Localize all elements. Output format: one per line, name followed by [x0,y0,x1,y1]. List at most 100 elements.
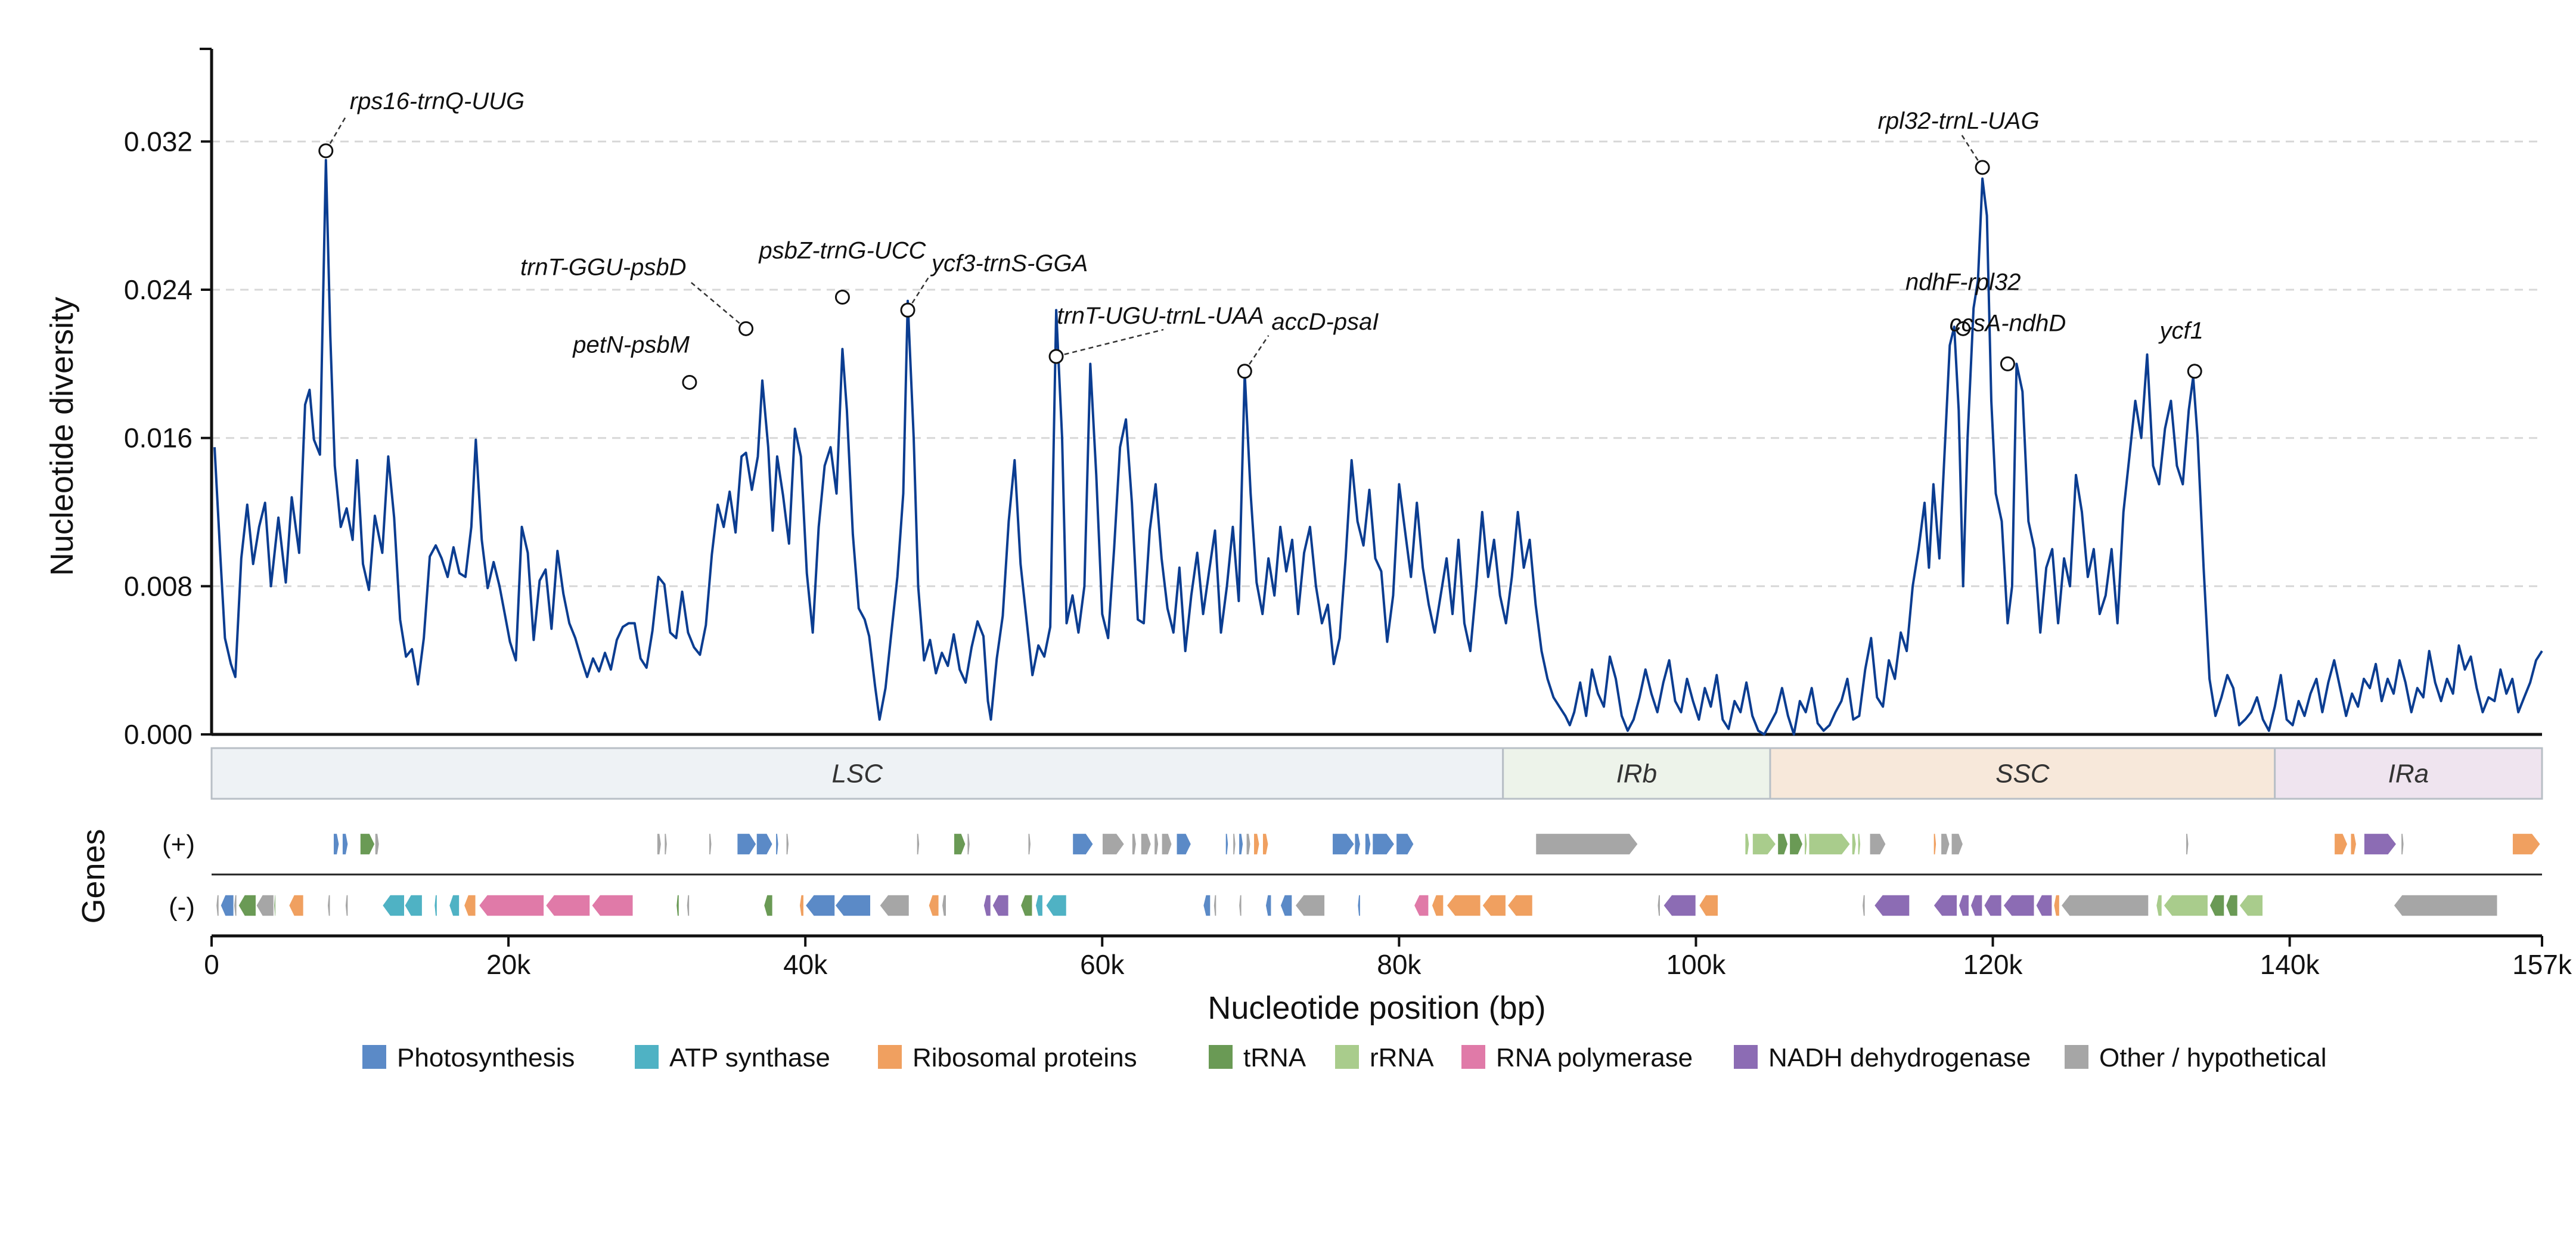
region-label: IRb [1616,759,1657,789]
peak-marker [318,143,334,159]
annotation-leader [1056,328,1164,358]
gene-feature [805,894,836,917]
gene-feature [273,894,277,917]
gene-feature [1238,833,1244,855]
gene-feature [448,894,460,917]
gene-feature [663,833,668,855]
gene-feature [288,894,305,917]
peak-label: ycf1 [2158,318,2203,344]
gene-feature [342,833,349,855]
gene-feature [1873,894,1910,917]
gene-feature [2225,894,2239,917]
region-label: LSC [832,759,884,789]
gene-feature [255,894,275,917]
peak-marker [2187,364,2202,379]
gene-feature [1861,894,1866,917]
region-label: SSC [1995,759,2050,789]
gridlines [212,140,2542,587]
peak-marker [2000,356,2015,371]
region-band: LSC IRb SSC IRa [210,747,2543,800]
gene-feature [237,894,257,917]
gene-feature [1028,833,1032,855]
gene-feature [1072,833,1094,855]
gene-feature [1940,833,1951,855]
gene-feature [1238,894,1243,917]
legend-label: rRNA [1370,1043,1434,1072]
gene-feature [1662,894,1697,917]
gene-feature [2363,833,2397,855]
annotation-leader [1961,134,1984,168]
gene-feature [478,894,545,917]
gene-feature [2209,894,2225,917]
diversity-line [213,159,2543,736]
region-block [2274,747,2543,800]
legend-swatch [1335,1045,1359,1069]
y-tick-label: 0.008 [124,570,193,601]
annotation-leader [907,277,930,311]
peak-marker [834,289,850,305]
annotation-leader [1244,335,1270,372]
gene-feature [1804,833,1808,855]
gene-feature [1869,833,1887,855]
gene-feature [763,894,774,917]
legend-swatch [635,1045,659,1069]
peak-label: ccsA-ndhD [1950,310,2066,336]
gene-feature [1265,894,1272,917]
gene-feature [928,894,940,917]
gene-feature [941,894,947,917]
gene-feature [215,894,220,917]
gene-feature [2060,894,2149,917]
gene-feature [404,894,423,917]
gene-feature [1253,833,1261,855]
x-tick-label: 80k [1377,949,1422,980]
gene-feature [1246,833,1252,855]
gene-feature [2350,833,2357,855]
x-axis-title: Nucleotide position (bp) [1208,990,1545,1026]
gene-feature [1752,833,1777,855]
legend-label: Other / hypothetical [2099,1043,2327,1072]
gene-feature [1698,894,1719,917]
gene-feature [374,833,380,855]
gene-feature [591,894,634,917]
peak-label: psbZ-trnG-UCC [758,237,926,263]
gene-feature [545,894,591,917]
gene-feature [1933,833,1937,855]
gene-feature [1101,833,1125,855]
legend-label: Ribosomal proteins [913,1043,1137,1072]
axes: 0.000 0.008 0.016 0.024 0.032 [124,48,2542,750]
legend-label: Photosynthesis [397,1043,575,1072]
gene-feature [1857,833,1861,855]
x-tick-label: 120k [1963,949,2023,980]
peak-label: trnT-GGU-psbD [520,254,687,280]
legend-swatch [878,1045,902,1069]
peak-label: petN-psbM [572,331,690,358]
legend-label: NADH dehydrogenase [1768,1043,2031,1072]
legend-label: tRNA [1243,1043,1306,1072]
gene-feature [1958,894,1970,917]
x-tick-label: 140k [2260,949,2320,980]
gene-feature [686,894,690,917]
gene-feature [2053,894,2060,917]
gene-feature [1153,833,1159,855]
gene-feature [708,833,713,855]
gene-feature [1354,833,1361,855]
legend-label: ATP synthase [669,1043,830,1072]
gene-feature [1020,894,1033,917]
gene-feature [916,833,920,855]
gene-feature [1045,894,1067,917]
gene-feature [1507,894,1534,917]
y-tick-label: 0.016 [124,423,193,454]
region-block [1502,747,1771,800]
gene-feature [344,894,349,917]
gene-feature [1176,833,1192,855]
gene-feature [1951,833,1964,855]
gene-feature [1232,833,1237,855]
gene-feature [1395,833,1415,855]
gene-feature [233,894,238,917]
gene-feature [1970,894,1983,917]
gene-feature [1161,833,1173,855]
peak-marker [682,374,697,390]
gene-feature [1213,894,1217,917]
gene-feature [756,833,774,855]
